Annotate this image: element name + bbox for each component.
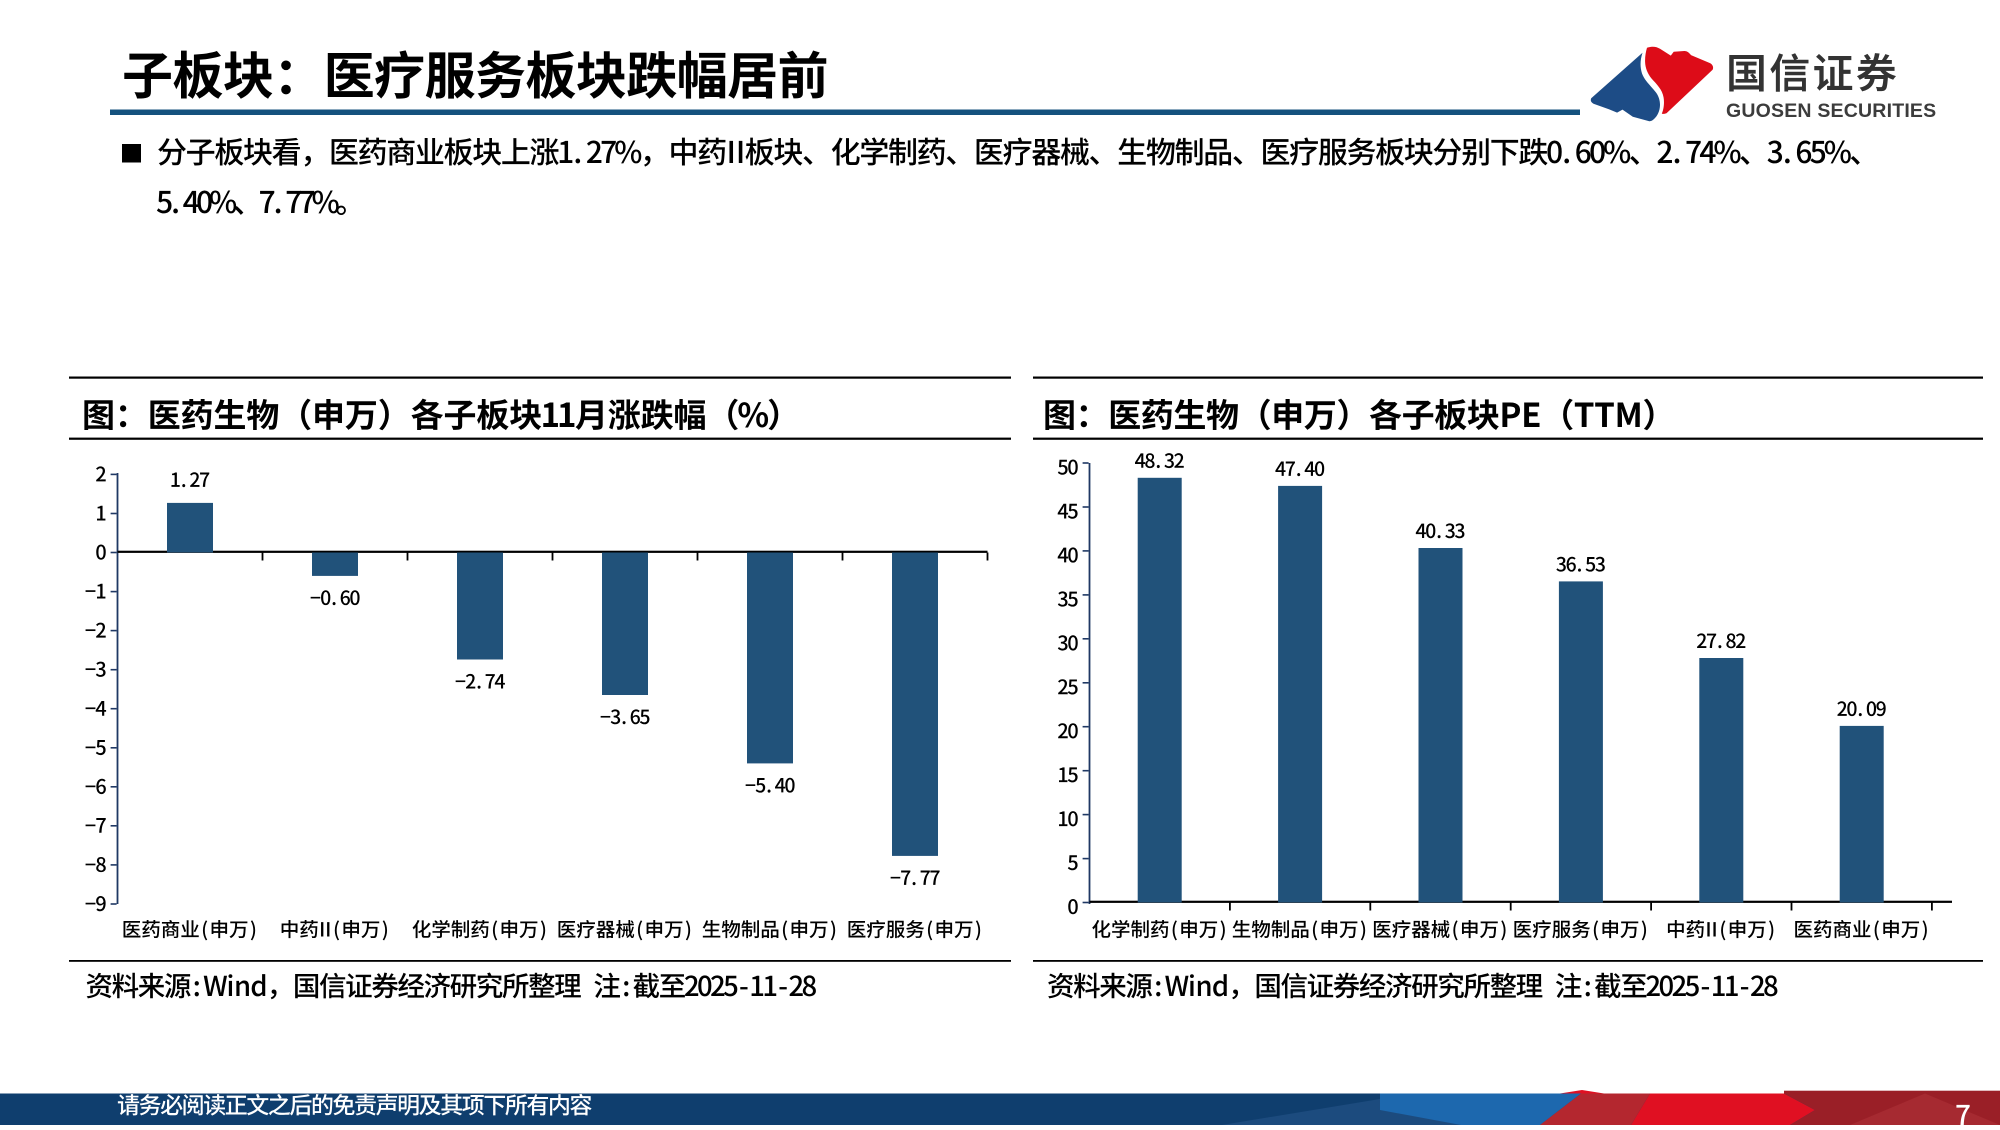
svg-text:GUOSEN SECURITIES: GUOSEN SECURITIES (1726, 100, 1936, 122)
